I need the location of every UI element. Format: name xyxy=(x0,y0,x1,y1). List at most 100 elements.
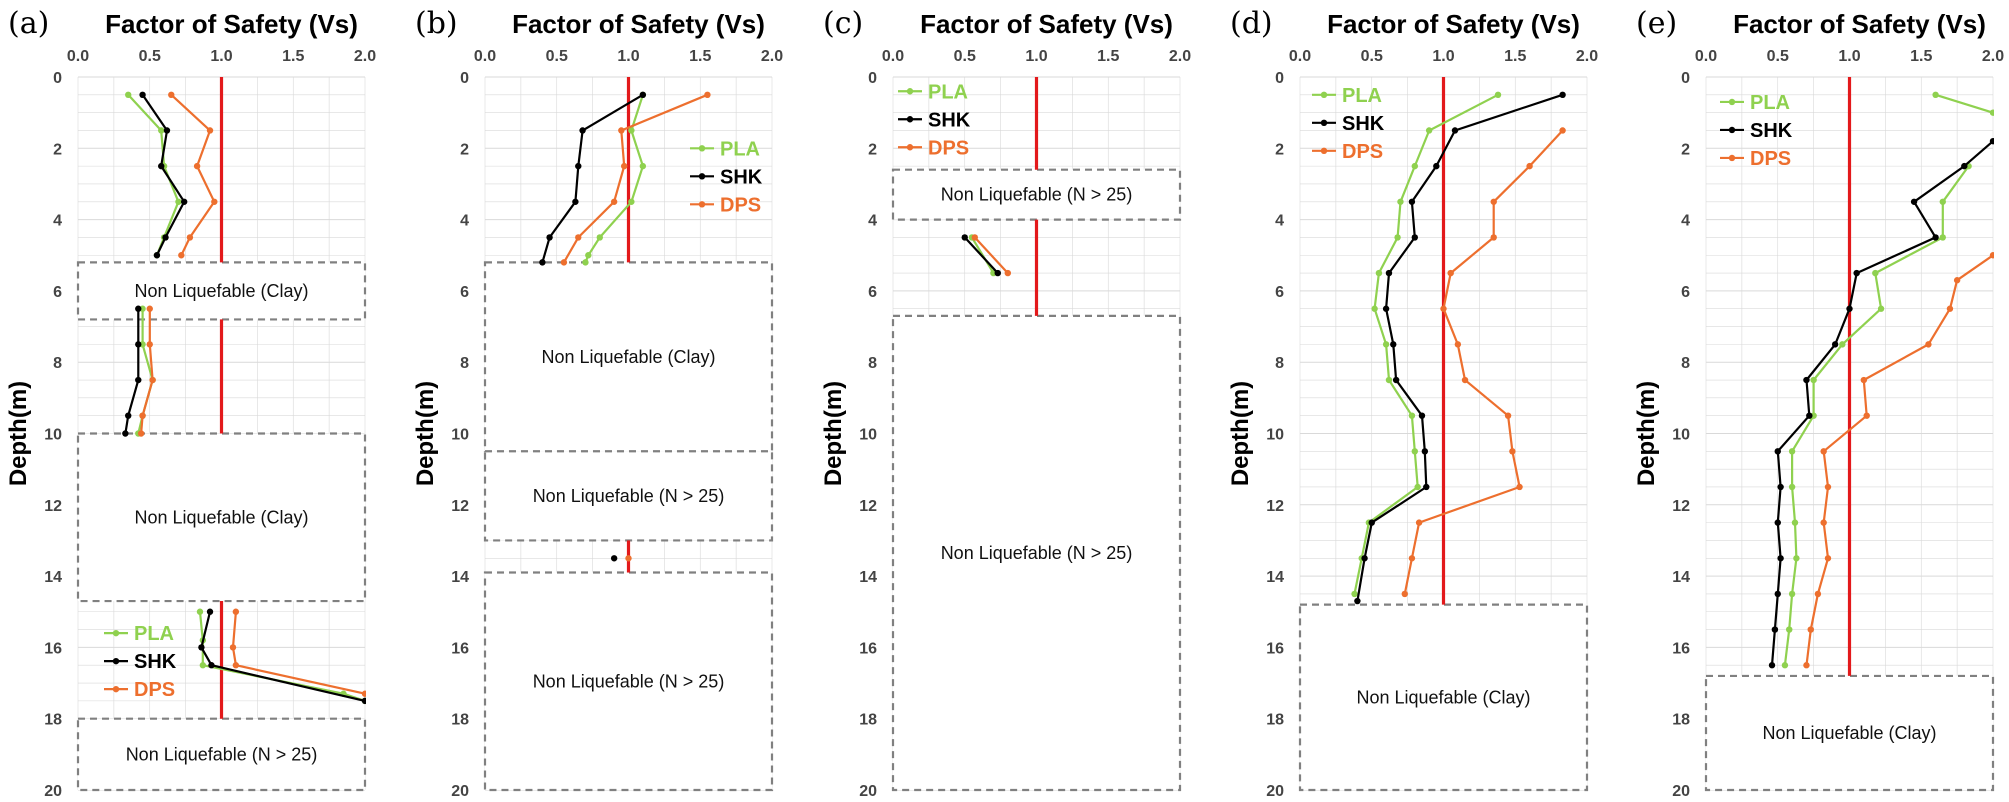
data-point-shk xyxy=(639,91,647,99)
data-point-shk xyxy=(1910,198,1918,205)
data-point-shk xyxy=(1806,412,1813,419)
legend: PLA SHK DPS xyxy=(1312,85,1385,163)
data-point-pla xyxy=(639,162,647,170)
series-group xyxy=(539,91,711,562)
series-line-dps xyxy=(562,93,708,263)
non-liquefable-zone: Non Liquefable (N > 25) xyxy=(76,717,367,792)
data-point-pla xyxy=(175,198,182,205)
data-point-shk xyxy=(1932,234,1939,241)
data-point-shk xyxy=(610,555,618,562)
y-tick-label: 8 xyxy=(53,355,62,372)
series-line-pla xyxy=(127,94,180,256)
data-point-shk xyxy=(1559,91,1566,99)
panel-label: (b) xyxy=(415,6,458,41)
y-tick-label: 18 xyxy=(1672,712,1690,729)
series-line-shk xyxy=(1356,93,1563,602)
x-axis-title: Factor of Safety (Vs) xyxy=(105,9,358,39)
data-point-shk xyxy=(1382,305,1390,312)
data-point-dps xyxy=(1953,277,1961,284)
legend-label-pla: PLA xyxy=(720,138,760,160)
data-point-pla xyxy=(1872,269,1879,277)
data-point-dps xyxy=(206,127,214,134)
data-point-shk xyxy=(1361,555,1368,562)
data-point-dps xyxy=(1490,234,1497,241)
data-point-dps xyxy=(186,234,194,241)
data-point-pla xyxy=(1382,341,1390,348)
legend-label-shk: SHK xyxy=(1750,120,1793,142)
y-tick-label: 20 xyxy=(451,783,469,800)
data-point-shk xyxy=(1774,590,1781,598)
x-axis-title: Factor of Safety (Vs) xyxy=(1733,9,1986,39)
x-tick-label: 0.0 xyxy=(1695,48,1717,65)
data-point-shk xyxy=(1354,597,1361,605)
data-point-pla xyxy=(628,127,635,134)
series-line-pla xyxy=(1935,93,1994,114)
non-liquefable-zone: Non Liquefable (N > 25) xyxy=(891,168,1182,221)
x-tick-label: 1.0 xyxy=(210,48,232,65)
data-point-pla xyxy=(1788,448,1796,455)
data-point-shk xyxy=(1368,519,1375,526)
data-point-dps xyxy=(560,259,568,266)
legend-marker-dps xyxy=(698,201,706,208)
y-tick-label: 20 xyxy=(1266,783,1284,800)
y-tick-label: 18 xyxy=(44,712,62,729)
data-point-dps xyxy=(146,341,153,348)
legend-marker-pla xyxy=(698,145,706,152)
legend: PLA SHK DPS xyxy=(690,138,763,216)
data-point-dps xyxy=(704,91,711,99)
legend-marker-dps xyxy=(1728,154,1736,162)
data-point-pla xyxy=(158,127,165,134)
data-point-pla xyxy=(1791,519,1799,526)
x-tick-label: 1.0 xyxy=(1838,48,1860,65)
y-tick-label: 6 xyxy=(460,284,469,301)
x-tick-label: 0.5 xyxy=(139,48,161,65)
x-tick-label: 0.5 xyxy=(1361,48,1383,65)
legend-marker-shk xyxy=(1728,126,1736,134)
legend-marker-dps xyxy=(112,685,120,693)
data-point-shk xyxy=(153,252,161,259)
data-point-shk xyxy=(162,234,169,241)
non-liquefable-zone: Non Liquefable (Clay) xyxy=(76,432,367,603)
data-point-dps xyxy=(1447,269,1454,277)
y-tick-label: 6 xyxy=(868,284,877,301)
y-tick-label: 20 xyxy=(1672,783,1690,800)
y-tick-label: 0 xyxy=(1681,70,1690,87)
zone-label: Non Liquefable (N > 25) xyxy=(941,185,1133,205)
y-tick-label: 16 xyxy=(451,640,469,657)
zone-label: Non Liquefable (Clay) xyxy=(1762,723,1936,743)
data-point-dps xyxy=(146,305,153,312)
y-tick-label: 12 xyxy=(859,498,877,515)
data-point-shk xyxy=(163,127,171,134)
zone-label: Non Liquefable (Clay) xyxy=(134,507,308,527)
x-tick-label: 2.0 xyxy=(1982,48,2004,65)
data-point-shk xyxy=(1803,376,1810,384)
y-tick-label: 8 xyxy=(868,355,877,372)
data-point-shk xyxy=(1411,234,1419,241)
x-tick-label: 2.0 xyxy=(1169,48,1191,65)
data-point-shk xyxy=(1451,127,1459,134)
x-tick-label: 1.5 xyxy=(282,48,304,65)
data-point-pla xyxy=(582,259,589,266)
data-point-dps xyxy=(1415,519,1423,526)
y-tick-label: 18 xyxy=(451,712,469,729)
y-tick-label: 4 xyxy=(868,213,877,230)
data-point-pla xyxy=(585,252,592,259)
data-point-pla xyxy=(1939,198,1946,205)
series-line-dps xyxy=(1403,129,1564,595)
data-point-dps xyxy=(1989,252,1994,259)
panel-label: (d) xyxy=(1230,6,1273,41)
legend-label-dps: DPS xyxy=(928,137,969,159)
zone-box xyxy=(76,432,367,603)
data-point-dps xyxy=(575,234,582,241)
data-point-pla xyxy=(1839,341,1846,348)
legend-marker-shk xyxy=(112,657,120,665)
y-tick-label: 12 xyxy=(451,498,469,515)
y-tick-label: 10 xyxy=(859,427,877,444)
y-tick-label: 2 xyxy=(1681,141,1690,158)
data-point-shk xyxy=(1774,448,1781,455)
y-tick-label: 2 xyxy=(1275,141,1284,158)
data-point-pla xyxy=(1385,376,1393,384)
legend-marker-dps xyxy=(906,144,914,151)
data-point-dps xyxy=(137,430,145,437)
data-point-shk xyxy=(1777,483,1784,491)
